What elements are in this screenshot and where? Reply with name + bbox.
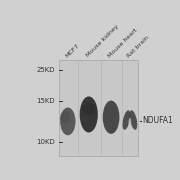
Text: 15KD: 15KD [37,98,55,104]
Text: Mouse heart: Mouse heart [107,27,139,58]
Text: MCF7: MCF7 [64,42,80,58]
Ellipse shape [103,101,120,134]
Text: Rat brain: Rat brain [126,34,150,58]
Text: Mouse kidney: Mouse kidney [85,24,120,58]
Ellipse shape [82,103,96,115]
Text: 25KD: 25KD [37,67,55,73]
Ellipse shape [129,118,131,128]
Ellipse shape [60,111,70,123]
Ellipse shape [130,110,137,130]
Bar [59,60,138,156]
Ellipse shape [60,107,76,135]
Text: 10KD: 10KD [37,139,55,145]
Ellipse shape [80,96,98,132]
Ellipse shape [123,110,130,130]
Text: NDUFA1: NDUFA1 [142,116,172,125]
